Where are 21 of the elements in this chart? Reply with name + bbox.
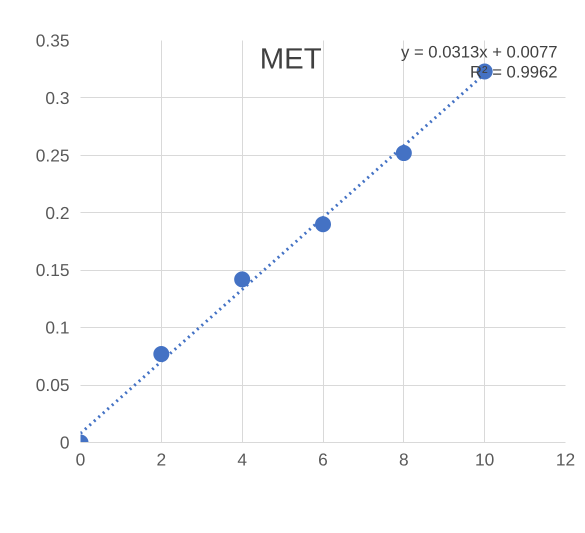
y-tick-label: 0.35 (36, 30, 70, 50)
x-tick-label: 2 (156, 450, 166, 470)
y-tick-label: 0.15 (36, 260, 70, 280)
y-tick-label: 0.2 (45, 202, 70, 223)
x-tick-label: 8 (399, 450, 409, 470)
y-tick-label: 0.25 (36, 145, 70, 166)
point (153, 346, 170, 362)
x-tick-label: 6 (318, 450, 328, 470)
point (234, 271, 250, 288)
x-tick-label: 12 (556, 450, 576, 470)
x-tick-label: 10 (475, 450, 494, 470)
point (396, 145, 412, 162)
annotation: y = 0.0313x + 0.0077 (400, 42, 558, 62)
chart-title: MET (260, 42, 322, 76)
x-tick-label: 0 (76, 450, 86, 470)
x-tick-label: 4 (237, 450, 248, 470)
y-tick-label: 0 (60, 432, 70, 452)
y-tick-label: 0.05 (36, 375, 70, 396)
point (315, 216, 331, 232)
y-tick-label: 0.1 (45, 318, 70, 338)
y-tick-label: 0.3 (45, 88, 70, 108)
